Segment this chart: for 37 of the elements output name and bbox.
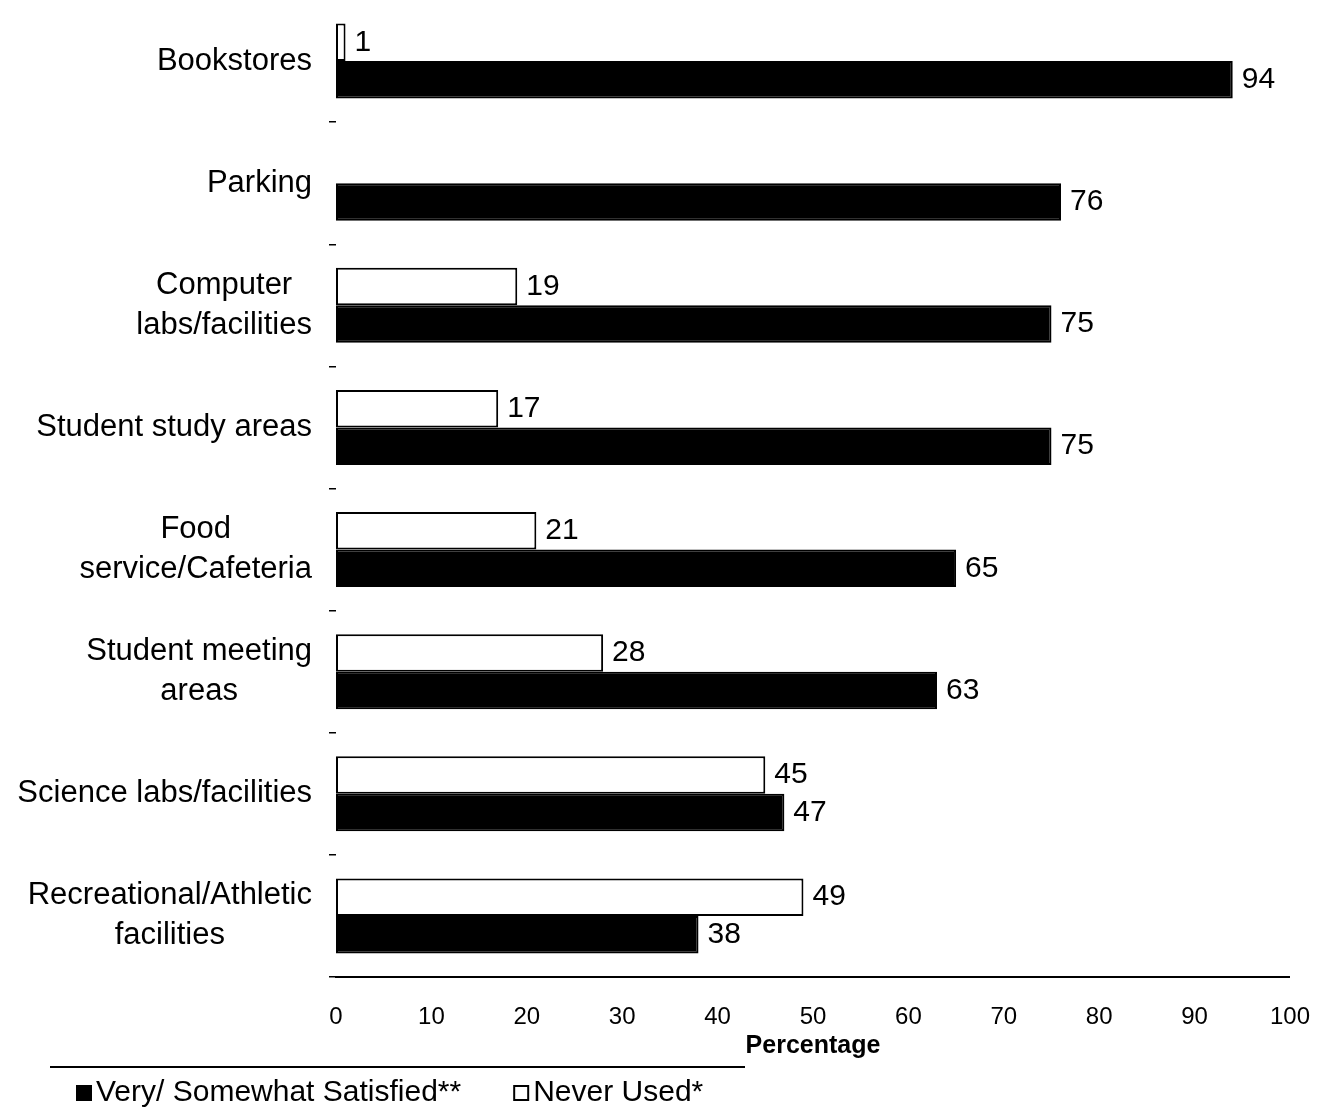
x-tick-label: 20 [513, 1002, 541, 1030]
y-tick-label: Recreational/Athletic facilities [27, 876, 313, 952]
x-axis-title: Percentage [745, 1029, 881, 1058]
x-tick-label: 50 [799, 1002, 827, 1030]
data-label: 75 [1060, 427, 1094, 461]
y-tick-label: Food service/Cafeteria [79, 510, 313, 586]
data-label: 21 [545, 512, 579, 546]
x-tick-label: 40 [704, 1002, 731, 1030]
data-label: 47 [793, 793, 827, 827]
x-tick-label: 30 [608, 1002, 636, 1030]
data-label: 63 [946, 671, 980, 705]
x-tick-label: 90 [1181, 1002, 1208, 1030]
data-label: 65 [965, 549, 999, 583]
data-label: 76 [1070, 183, 1104, 217]
data-label: 17 [507, 389, 541, 423]
x-tick-label: 80 [1085, 1002, 1113, 1030]
x-tick-label: 100 [1269, 1002, 1310, 1030]
y-tick-label: Bookstores [156, 41, 312, 77]
y-tick-label: Science labs/facilities [17, 774, 312, 810]
data-label: 28 [612, 634, 646, 668]
y-tick-label: Student meeting areas [86, 632, 312, 708]
legend-label: Very/ Somewhat Satisfied** [96, 1074, 462, 1108]
data-label: 49 [812, 878, 846, 912]
data-label: 1 [354, 23, 372, 57]
x-tick-label: 0 [329, 1002, 343, 1030]
data-label: 19 [526, 267, 560, 301]
legend-label: Never Used* [533, 1074, 704, 1108]
data-label: 38 [707, 915, 741, 949]
x-tick-label: 70 [990, 1002, 1018, 1030]
y-tick-label: Computer labs/facilities [136, 265, 313, 341]
x-tick-label: 10 [418, 1002, 445, 1030]
y-tick-label: Student study areas [36, 407, 312, 443]
data-label: 75 [1060, 305, 1094, 339]
x-tick-label: 60 [895, 1002, 922, 1030]
data-label: 94 [1241, 61, 1276, 95]
data-label: 45 [774, 756, 808, 790]
y-tick-label: Parking [206, 163, 312, 199]
